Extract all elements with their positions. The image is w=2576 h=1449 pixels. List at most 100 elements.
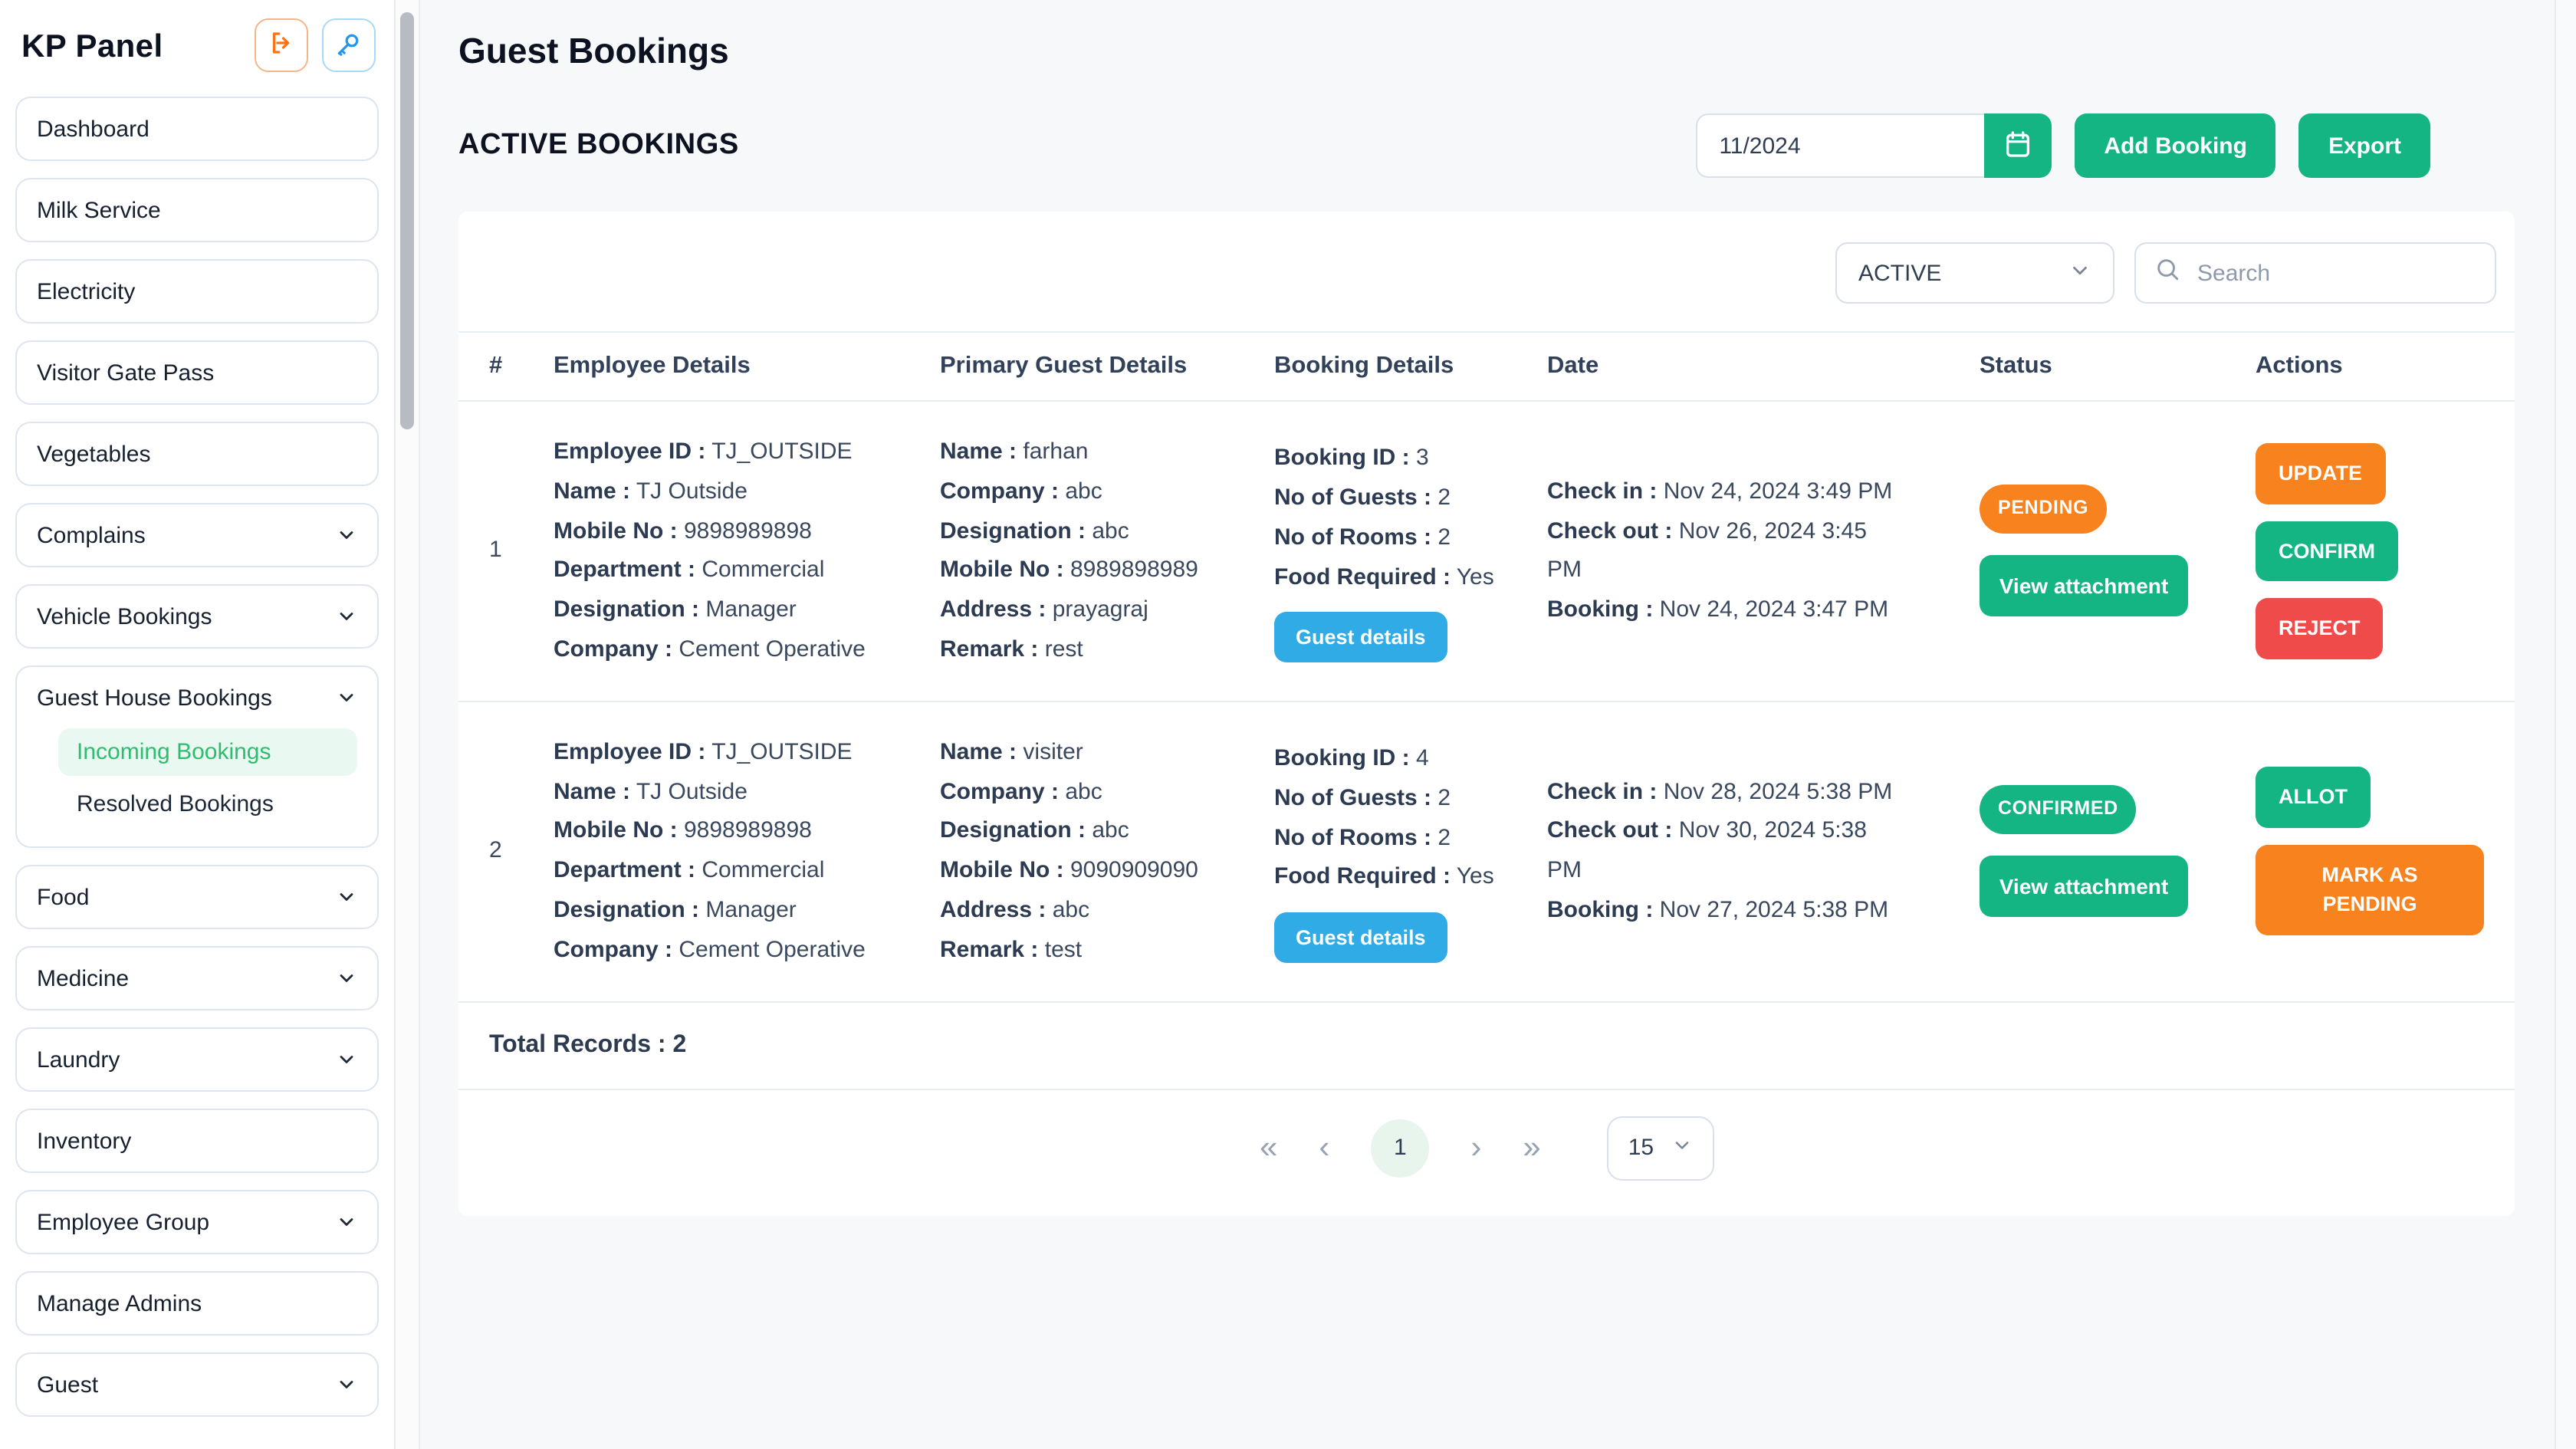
sidebar-item-manage-admins[interactable]: Manage Admins <box>15 1271 379 1336</box>
detail-label: Food Required : <box>1274 863 1451 890</box>
date-details-cell: Check in : Nov 24, 2024 3:49 PM Check out… <box>1547 472 1980 630</box>
actions-cell: ALLOT MARK AS PENDING <box>2256 767 2484 936</box>
detail-value: TJ_OUTSIDE <box>705 738 853 765</box>
sidebar-item-label: Vegetables <box>37 441 151 467</box>
chevron-down-icon <box>336 524 357 546</box>
status-cell: CONFIRMED View attachment <box>1980 785 2256 918</box>
view-attachment-button[interactable]: View attachment <box>1980 554 2188 617</box>
change-password-button[interactable] <box>322 18 376 72</box>
page-size-select[interactable]: 15 <box>1606 1116 1714 1181</box>
search-input[interactable] <box>2194 258 2476 288</box>
detail-label: Check out : <box>1547 518 1673 544</box>
detail-value: Cement Operative <box>672 636 866 662</box>
sidebar-item-food[interactable]: Food <box>15 865 379 929</box>
confirm-button[interactable]: CONFIRM <box>2256 521 2398 582</box>
table-row: 2 Employee ID : TJ_OUTSIDE Name : TJ Outs… <box>458 702 2515 1003</box>
current-page[interactable]: 1 <box>1371 1119 1430 1178</box>
sidebar-item-guest[interactable]: Guest <box>15 1352 379 1417</box>
detail-value: Nov 26, 2024 3:45 PM <box>1547 518 1867 583</box>
window-scrollbar-gutter[interactable] <box>2555 0 2576 1449</box>
detail-value: abc <box>1046 896 1090 923</box>
mark-as-pending-button[interactable]: MARK AS PENDING <box>2256 844 2484 936</box>
add-booking-button[interactable]: Add Booking <box>2075 113 2276 178</box>
sidebar-scrollbar[interactable] <box>396 0 420 1449</box>
update-button[interactable]: UPDATE <box>2256 443 2386 504</box>
detail-label: Mobile No : <box>554 817 678 844</box>
detail-value: 2 <box>1431 485 1451 511</box>
booking-details-lines: Booking ID : 4 No of Guests : 2 No of Room… <box>1274 739 1507 897</box>
detail-value: 8989898989 <box>1063 557 1198 583</box>
sidebar-item-label: Milk Service <box>37 197 161 223</box>
table-header-row: # Employee Details Primary Guest Details… <box>458 333 2515 402</box>
view-attachment-button[interactable]: View attachment <box>1980 855 2188 918</box>
sidebar-item-guest-house-bookings[interactable]: Guest House Bookings Incoming Bookings Res… <box>15 665 379 848</box>
calendar-button[interactable] <box>1984 113 2052 178</box>
date-details-cell: Check in : Nov 28, 2024 5:38 PM Check out… <box>1547 772 1980 930</box>
detail-line: Company : abc <box>940 772 1204 812</box>
detail-line: Booking ID : 3 <box>1274 439 1507 479</box>
guest-details-button[interactable]: Guest details <box>1274 912 1447 964</box>
scrollbar-thumb[interactable] <box>400 12 414 429</box>
sidebar-item-label: Employee Group <box>37 1209 210 1235</box>
table-row: 1 Employee ID : TJ_OUTSIDE Name : TJ Outs… <box>458 402 2515 702</box>
sidebar-item-milk-service[interactable]: Milk Service <box>15 178 379 242</box>
sidebar-item-electricity[interactable]: Electricity <box>15 259 379 324</box>
detail-value: 2 <box>1431 824 1451 851</box>
sidebar-subitem-resolved-bookings[interactable]: Resolved Bookings <box>77 791 274 817</box>
next-page-button[interactable]: › <box>1470 1130 1482 1166</box>
sidebar-item-vehicle-bookings[interactable]: Vehicle Bookings <box>15 584 379 649</box>
detail-line: Remark : test <box>940 931 1204 971</box>
sidebar-item-label: Complains <box>37 522 146 548</box>
detail-label: Designation : <box>940 817 1086 844</box>
booking-details-cell: Booking ID : 3 No of Guests : 2 No of Room… <box>1274 439 1547 663</box>
sidebar-item-medicine[interactable]: Medicine <box>15 946 379 1010</box>
detail-line: Department : Commercial <box>554 551 871 591</box>
detail-value: Nov 28, 2024 5:38 PM <box>1657 778 1893 805</box>
sidebar-item-label: Manage Admins <box>37 1290 202 1316</box>
prev-page-button[interactable]: ‹ <box>1319 1130 1330 1166</box>
detail-label: Employee ID : <box>554 738 706 765</box>
detail-label: Name : <box>940 439 1017 465</box>
allot-button[interactable]: ALLOT <box>2256 767 2371 828</box>
reject-button[interactable]: REJECT <box>2256 598 2384 659</box>
detail-value: Commercial <box>695 857 825 884</box>
detail-label: Company : <box>940 778 1060 805</box>
sidebar-subitem-incoming-bookings[interactable]: Incoming Bookings <box>58 728 357 776</box>
detail-line: Food Required : Yes <box>1274 858 1507 898</box>
sidebar-icon-buttons <box>255 18 376 72</box>
sidebar-item-dashboard[interactable]: Dashboard <box>15 97 379 161</box>
detail-label: No of Rooms : <box>1274 824 1431 851</box>
employee-details-cell: Employee ID : TJ_OUTSIDE Name : TJ Outsid… <box>554 432 940 670</box>
sidebar-item-label: Guest <box>37 1372 99 1398</box>
export-button[interactable]: Export <box>2298 113 2430 178</box>
sidebar-item-employee-group[interactable]: Employee Group <box>15 1190 379 1254</box>
detail-value: abc <box>1059 778 1102 805</box>
sidebar-item-vegetables[interactable]: Vegetables <box>15 422 379 486</box>
chevron-down-icon <box>1671 1134 1692 1162</box>
last-page-button[interactable]: » <box>1523 1130 1541 1166</box>
detail-line: Name : TJ Outside <box>554 472 871 512</box>
sidebar-item-laundry[interactable]: Laundry <box>15 1027 379 1092</box>
month-input[interactable] <box>1696 113 1985 178</box>
detail-label: Address : <box>940 896 1046 923</box>
sidebar-item-inventory[interactable]: Inventory <box>15 1109 379 1173</box>
first-page-button[interactable]: « <box>1259 1130 1278 1166</box>
sidebar-item-label: Visitor Gate Pass <box>37 360 215 386</box>
status-badge: CONFIRMED <box>1980 785 2137 834</box>
guest-details-button[interactable]: Guest details <box>1274 612 1447 663</box>
sidebar-item-complains[interactable]: Complains <box>15 503 379 567</box>
page-size-value: 15 <box>1628 1135 1654 1162</box>
sidebar-item-visitor-gate-pass[interactable]: Visitor Gate Pass <box>15 340 379 405</box>
sidebar-item-label: Vehicle Bookings <box>37 603 212 629</box>
status-filter-select[interactable]: ACTIVE <box>1835 242 2114 304</box>
filter-row: ACTIVE <box>458 212 2515 333</box>
detail-label: Designation : <box>554 896 700 923</box>
detail-line: Designation : abc <box>940 812 1204 852</box>
detail-label: Designation : <box>940 518 1086 544</box>
chevron-down-icon <box>336 606 357 627</box>
header-controls: Add Booking Export <box>1696 113 2430 178</box>
row-index: 2 <box>489 837 502 864</box>
detail-label: Company : <box>940 478 1060 504</box>
logout-button[interactable] <box>255 18 308 72</box>
